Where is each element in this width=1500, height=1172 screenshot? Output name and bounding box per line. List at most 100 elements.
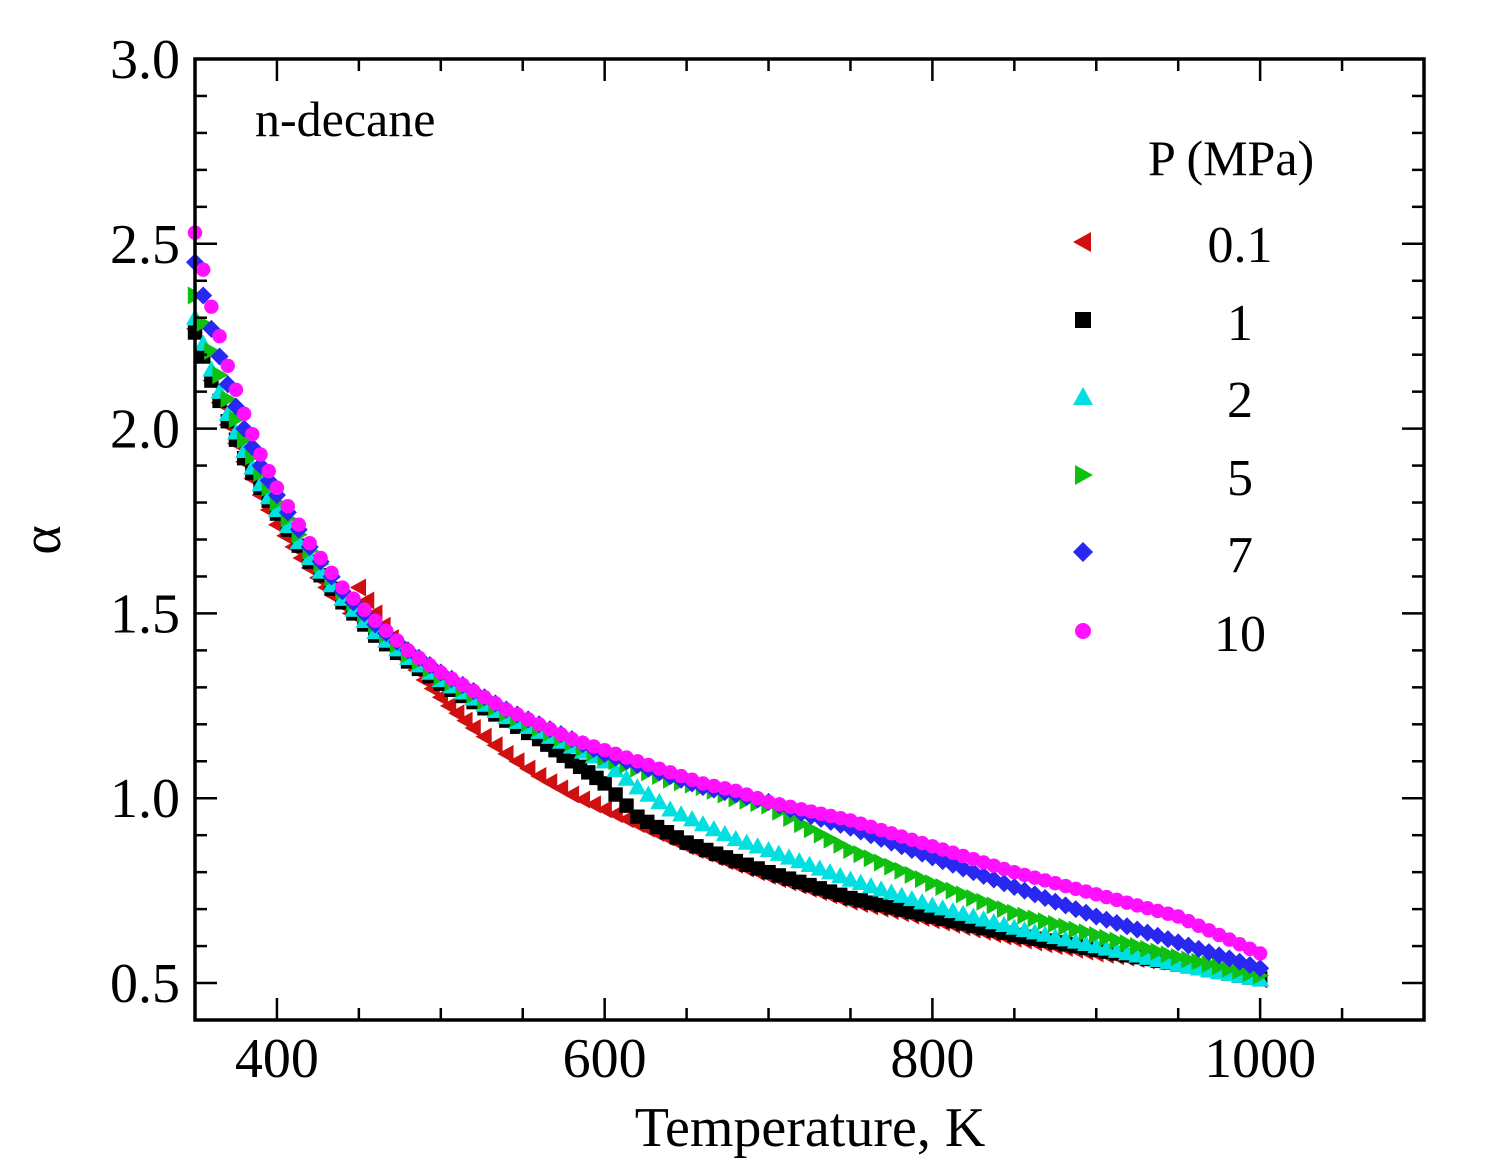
data-point (684, 772, 700, 787)
data-point (652, 761, 667, 776)
data-point (923, 896, 942, 913)
data-point (1191, 952, 1208, 971)
data-point (1099, 928, 1116, 947)
data-point (1251, 959, 1270, 978)
data-point (542, 722, 558, 737)
axis-ticks (195, 57, 1424, 1022)
data-point (904, 865, 921, 884)
data-point (803, 820, 821, 839)
data-point (508, 752, 525, 771)
data-point (530, 767, 547, 786)
data-point (378, 623, 394, 638)
data-point (995, 915, 1014, 933)
data-point (1138, 948, 1157, 965)
data-point (974, 910, 993, 927)
legend-marker-2 (1073, 387, 1093, 405)
data-point (790, 852, 809, 869)
data-point (810, 859, 829, 876)
data-point (695, 776, 711, 791)
data-point (750, 791, 765, 806)
data-point (641, 757, 656, 773)
data-point (400, 643, 416, 658)
data-point (519, 759, 536, 778)
data-point (1036, 925, 1055, 942)
data-point (935, 877, 952, 896)
legend: P (MPa) 0.1 1 2 5 7 10 (1073, 130, 1314, 663)
data-point (220, 390, 237, 409)
data-point (800, 855, 819, 872)
data-point (497, 744, 514, 763)
data-point (1077, 934, 1096, 951)
data-point (813, 825, 830, 844)
data-point (597, 742, 612, 758)
data-point (986, 896, 1003, 915)
data-point (823, 830, 840, 849)
data-point (873, 853, 891, 872)
data-point (984, 913, 1003, 930)
data-point (212, 329, 227, 344)
x-tick-label: 400 (235, 1028, 319, 1090)
legend-label: 10 (1214, 606, 1266, 663)
y-axis-title: α (11, 525, 73, 554)
data-point (261, 463, 276, 479)
data-point (1201, 955, 1218, 974)
data-point (693, 815, 712, 832)
data-point (780, 848, 799, 865)
data-point (761, 794, 776, 810)
data-point (608, 746, 623, 762)
data-point (1160, 945, 1177, 964)
data-point (976, 892, 993, 911)
data-point (1058, 917, 1075, 936)
data-point (884, 857, 901, 876)
data-point (673, 768, 689, 784)
data-point (1140, 939, 1157, 958)
legend-marker-5 (1075, 465, 1093, 485)
data-point (1007, 903, 1024, 922)
data-point (831, 866, 850, 884)
y-tick-label: 0.5 (110, 953, 180, 1015)
data-point (863, 849, 880, 868)
data-point (1027, 909, 1044, 928)
data-point (794, 815, 811, 834)
legend-label: 2 (1227, 372, 1253, 429)
data-marks (186, 225, 1270, 989)
data-point (715, 824, 734, 842)
data-point (411, 650, 427, 665)
data-point (368, 613, 383, 629)
data-point (1119, 934, 1136, 953)
data-point (253, 447, 268, 462)
legend-label: 1 (1227, 295, 1253, 352)
data-point (739, 857, 754, 872)
data-point (914, 870, 932, 889)
data-point (1087, 937, 1106, 954)
data-point (1005, 918, 1024, 935)
x-tick-label: 1000 (1204, 1028, 1316, 1090)
data-point (750, 861, 765, 876)
data-point (1181, 950, 1198, 969)
data-point (759, 840, 778, 858)
series-0.1 (186, 319, 1268, 989)
data-point (349, 578, 367, 597)
data-point (456, 711, 473, 730)
data-point (302, 535, 317, 551)
data-point (1107, 941, 1126, 958)
data-point (683, 810, 702, 827)
legend-marker-0.1 (1073, 232, 1091, 252)
data-point (853, 845, 870, 864)
data-point (477, 690, 492, 705)
data-point (704, 820, 723, 837)
data-point (466, 683, 481, 699)
data-point (1150, 942, 1167, 961)
y-tick-label: 3.0 (110, 29, 180, 91)
y-tick-label: 1.5 (110, 583, 180, 645)
data-point (650, 792, 669, 810)
data-point (717, 781, 733, 796)
x-tick-label: 600 (563, 1028, 647, 1090)
data-point (608, 787, 623, 802)
data-point (672, 805, 691, 822)
data-point (769, 844, 788, 861)
data-point (726, 829, 745, 847)
legend-marker-1 (1075, 312, 1091, 328)
data-point (439, 696, 457, 715)
data-point (841, 870, 860, 887)
